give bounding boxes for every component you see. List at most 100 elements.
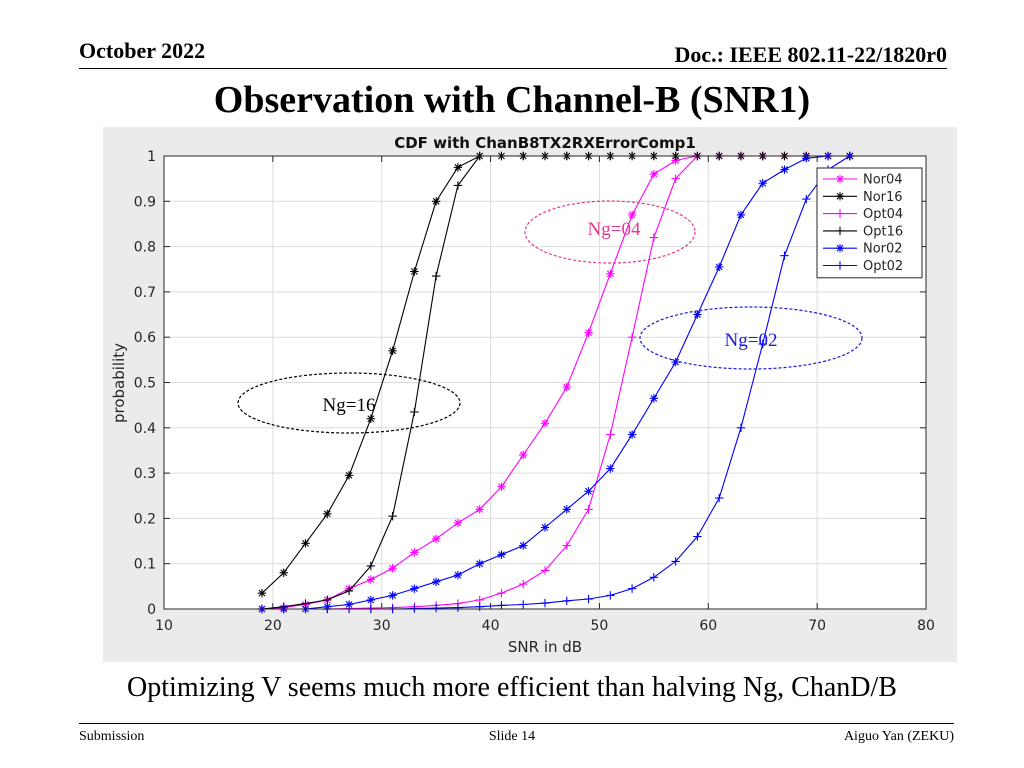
data-point-opt04 — [671, 174, 680, 183]
header-doc-id: Doc.: IEEE 802.11-22/1820r0 — [674, 42, 947, 67]
x-axis-label: SNR in dB — [508, 638, 582, 656]
legend-label: Opt16 — [863, 224, 903, 239]
data-point-opt02 — [606, 591, 615, 600]
chart-legend: Nor04 Nor16 Opt04 Opt16 Nor02 Opt02 — [816, 167, 923, 279]
data-point-nor02 — [562, 505, 571, 514]
data-point-opt04 — [540, 566, 550, 575]
footer-slide-number: Slide 14 — [488, 729, 536, 744]
data-point-nor16 — [323, 509, 332, 519]
data-point-opt04 — [649, 233, 659, 242]
data-point-nor02 — [649, 394, 659, 403]
data-point-opt02 — [519, 600, 528, 609]
x-tick-label: 60 — [699, 618, 717, 634]
data-point-nor02 — [431, 577, 441, 587]
data-point-opt02 — [714, 493, 724, 503]
legend-label: Nor02 — [863, 242, 903, 257]
data-point-nor04 — [410, 548, 419, 557]
data-point-nor02 — [780, 165, 789, 174]
data-point-opt02 — [431, 603, 441, 613]
y-tick-label: 0.2 — [134, 511, 156, 527]
data-point-nor02 — [802, 154, 811, 163]
data-point-opt04 — [562, 541, 571, 550]
legend-marker — [835, 174, 845, 184]
data-point-opt04 — [606, 430, 615, 439]
data-point-opt02 — [453, 603, 463, 612]
data-point-nor04 — [606, 269, 615, 278]
x-tick-label: 50 — [591, 618, 609, 634]
data-point-opt16 — [453, 181, 463, 190]
data-point-nor04 — [497, 482, 506, 491]
legend-item-nor02: Nor02 — [823, 242, 903, 257]
legend-marker — [835, 226, 845, 236]
data-point-nor02 — [714, 262, 724, 272]
data-point-nor16 — [410, 267, 419, 276]
slide-title: Observation with Channel-B (SNR1) — [213, 79, 811, 121]
data-point-opt16 — [410, 407, 419, 417]
data-point-nor02 — [366, 595, 376, 605]
data-point-nor16 — [366, 414, 376, 423]
data-point-opt02 — [758, 339, 767, 349]
data-point-nor04 — [562, 382, 571, 392]
footer-divider — [79, 723, 954, 724]
footer-author: Aiguo Yan (ZEKU) — [843, 729, 954, 744]
y-tick-label: 0.4 — [134, 421, 156, 437]
data-point-nor02 — [410, 584, 419, 593]
y-tick-label: 0.6 — [134, 330, 156, 346]
data-point-opt04 — [584, 505, 593, 514]
data-point-opt16 — [388, 511, 397, 521]
legend-label: Nor16 — [863, 190, 903, 205]
data-point-nor16 — [431, 197, 441, 206]
data-point-opt02 — [802, 194, 811, 204]
data-point-opt02 — [475, 602, 484, 611]
data-point-nor02 — [693, 310, 702, 319]
data-point-nor02 — [584, 487, 593, 496]
data-point-nor02 — [606, 464, 615, 473]
legend-label: Nor04 — [863, 173, 903, 188]
y-tick-label: 0 — [147, 602, 156, 618]
data-point-nor02 — [758, 178, 767, 188]
data-point-opt02 — [627, 584, 637, 593]
data-point-nor16 — [279, 568, 288, 577]
data-point-nor04 — [388, 564, 397, 573]
data-point-nor16 — [453, 163, 463, 172]
data-point-nor04 — [649, 169, 659, 179]
legend-item-nor16: Nor16 — [823, 190, 903, 205]
data-point-nor16 — [344, 471, 354, 480]
data-point-nor04 — [475, 505, 484, 514]
data-point-nor02 — [388, 591, 397, 600]
legend-box — [816, 167, 923, 279]
legend-marker — [835, 244, 845, 253]
x-tick-label: 20 — [264, 618, 282, 634]
annotation-ng02: Ng=02 — [639, 306, 863, 370]
x-tick-label: 80 — [917, 618, 935, 634]
data-point-opt16 — [431, 271, 441, 281]
data-point-opt04 — [519, 579, 528, 589]
data-point-opt02 — [649, 573, 659, 582]
data-point-nor02 — [627, 430, 637, 439]
legend-marker — [835, 261, 845, 270]
data-point-nor16 — [301, 539, 310, 548]
data-point-nor02 — [497, 550, 506, 559]
x-tick-label: 30 — [373, 618, 391, 634]
annotation-ng04-label: Ng=04 — [588, 219, 641, 240]
data-point-nor02 — [540, 523, 550, 532]
legend-marker — [835, 209, 845, 218]
y-tick-label: 0.5 — [134, 376, 156, 392]
chart-title: CDF with ChanB8TX2RXErrorComp1 — [394, 134, 696, 152]
y-tick-label: 0.1 — [134, 557, 156, 573]
data-point-nor02 — [475, 559, 484, 568]
x-tick-label: 10 — [155, 618, 173, 634]
data-point-opt02 — [584, 594, 593, 604]
legend-label: Opt04 — [863, 207, 903, 222]
header-divider — [79, 68, 947, 69]
slide-caption: Optimizing V seems much more efficient t… — [127, 672, 897, 703]
chart-figure: 10 20 30 40 50 60 70 80 0 0.1 0.2 0.3 0.4 0.5 0.6 0.7 0.… — [103, 127, 957, 662]
x-tick-label: 40 — [482, 618, 500, 634]
annotation-ng04: Ng=04 — [524, 200, 696, 264]
data-point-nor02 — [519, 541, 528, 550]
data-point-nor04 — [584, 328, 593, 337]
data-point-opt02 — [693, 532, 702, 541]
annotation-ng02-label: Ng=02 — [725, 330, 778, 351]
data-point-nor04 — [627, 210, 637, 220]
y-tick-label: 0.9 — [134, 194, 156, 210]
